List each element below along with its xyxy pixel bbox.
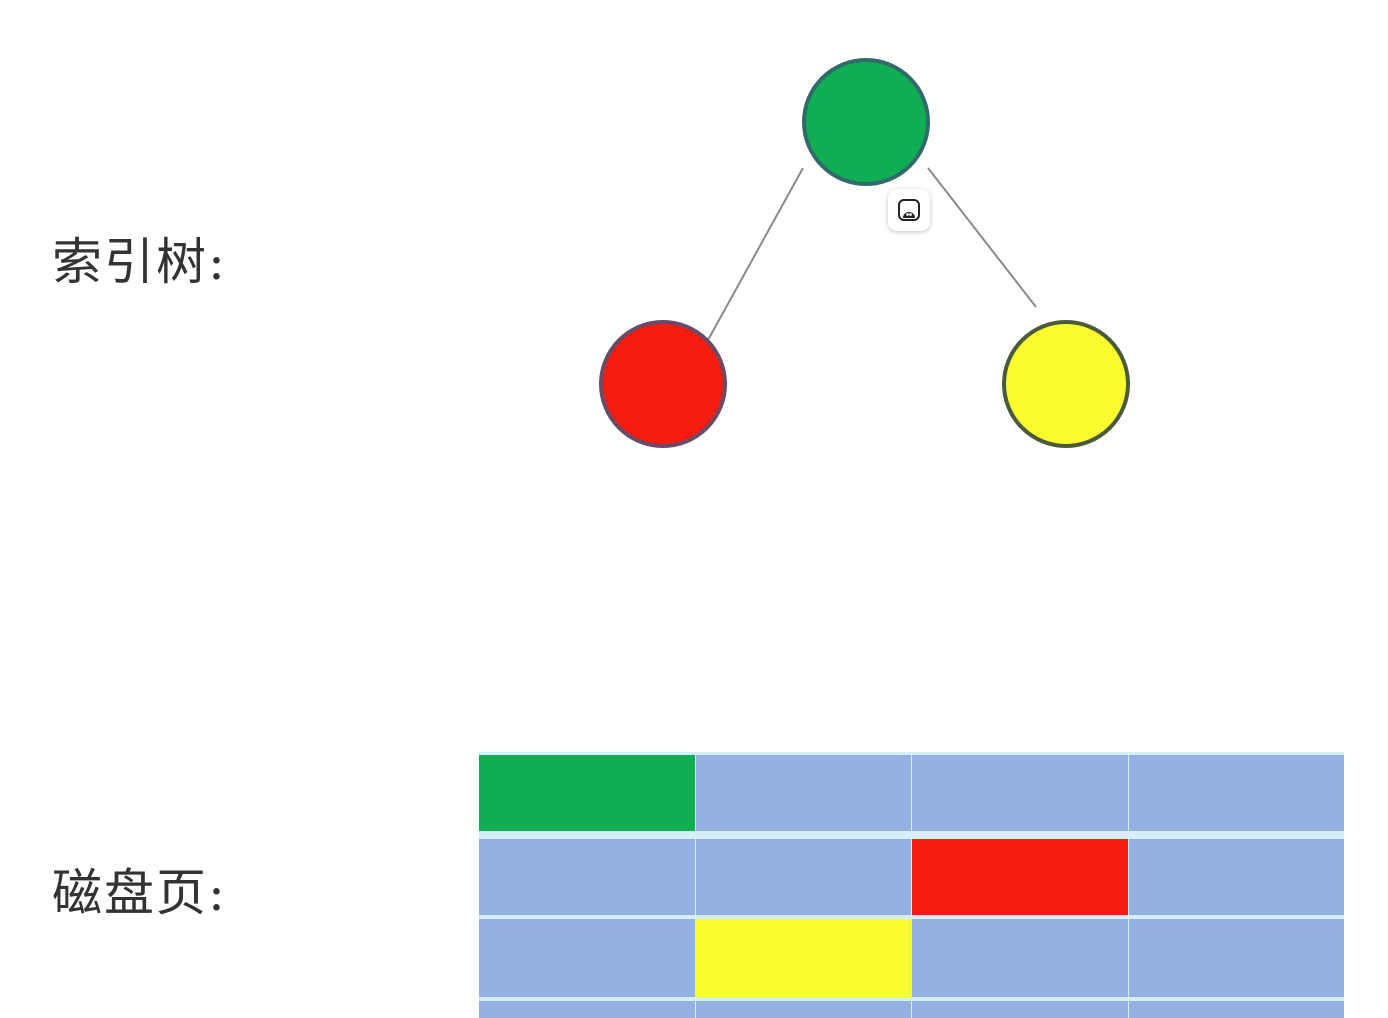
disk-page-cell — [696, 755, 911, 831]
index-tree-diagram — [599, 58, 1130, 448]
disk-page-cell — [479, 919, 695, 997]
disk-pages-grid — [479, 752, 1344, 1018]
ghost-icon — [898, 199, 920, 221]
disk-page-cell — [912, 755, 1128, 831]
disk-page-cell — [912, 839, 1128, 915]
disk-page-cell — [912, 1001, 1128, 1018]
disk-page-cell — [1129, 755, 1344, 831]
tree-edge-root-left — [707, 167, 804, 341]
disk-page-cell — [479, 839, 695, 915]
disk-pages-label: 磁盘页: — [52, 864, 227, 922]
tree-node-left-child — [599, 320, 727, 448]
disk-page-cell — [912, 919, 1128, 997]
disk-page-cell — [696, 839, 911, 915]
disk-page-cell — [479, 755, 695, 831]
floating-action-button[interactable] — [888, 189, 930, 231]
disk-page-cell — [1129, 1001, 1344, 1018]
index-tree-label: 索引树: — [52, 233, 227, 291]
disk-page-cell — [479, 1001, 695, 1018]
disk-page-cell — [696, 1001, 911, 1018]
disk-page-cell — [696, 919, 911, 997]
disk-page-cell — [1129, 919, 1344, 997]
tree-node-root — [802, 58, 930, 186]
tree-edge-root-right — [927, 167, 1037, 308]
tree-node-right-child — [1002, 320, 1130, 448]
disk-page-cell — [1129, 839, 1344, 915]
